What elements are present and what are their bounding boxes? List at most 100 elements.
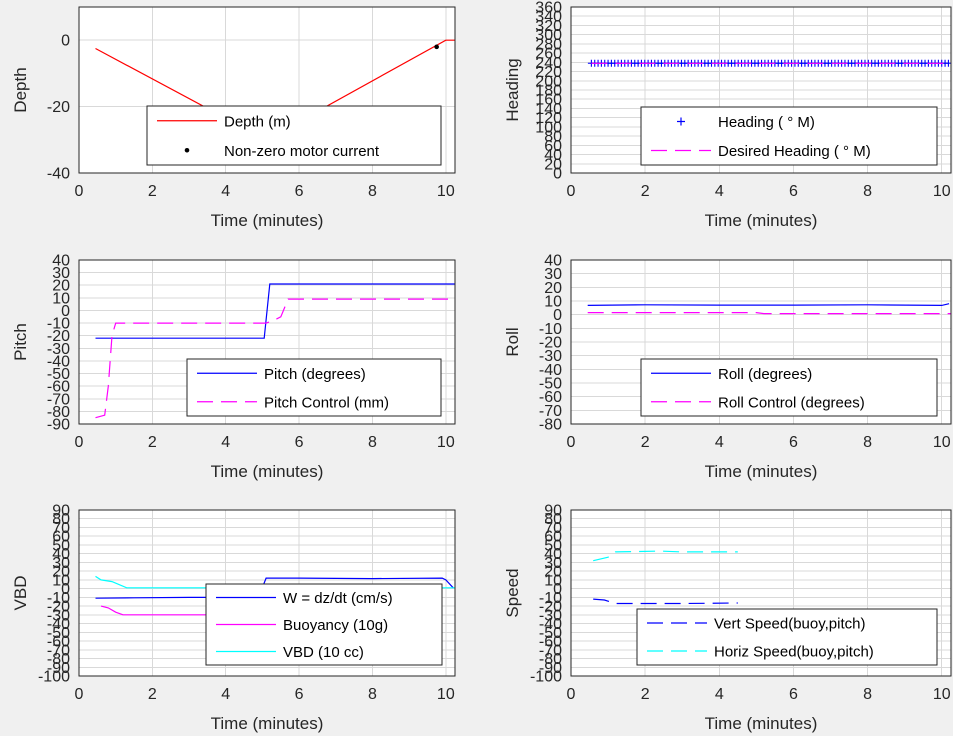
y-tick-label: -50	[539, 376, 562, 393]
x-axis-label: Time (minutes)	[705, 211, 818, 230]
y-axis-label: Roll	[503, 327, 522, 356]
vbd-chart: 0 2 4 6 8 10-100-90-80-70-60-50-40-30-20-1001…	[11, 503, 456, 733]
legend-entry-label: Depth (m)	[224, 113, 291, 130]
y-axis-label: Heading	[503, 58, 522, 121]
y-tick-label: 320	[535, 18, 562, 35]
x-tick-label: 4	[715, 434, 724, 451]
y-tick-label: 10	[52, 290, 70, 307]
y-tick-label: 10	[544, 294, 562, 311]
legend-entry-label: Buoyancy (10g)	[283, 617, 388, 634]
x-tick-label: 6	[789, 434, 798, 451]
y-tick-label: 0	[553, 307, 562, 324]
y-tick-label: -40	[47, 166, 70, 183]
y-tick-label: -50	[47, 625, 70, 642]
y-tick-label: -30	[47, 607, 70, 624]
y-tick-label: -80	[539, 417, 562, 434]
x-tick-label: 2	[148, 686, 157, 703]
axes-frame	[570, 509, 952, 677]
y-tick-label: 200	[535, 73, 562, 90]
y-tick-label: -60	[539, 389, 562, 406]
y-tick-label: -20	[539, 599, 562, 616]
legend-entry-label: Pitch Control (mm)	[264, 394, 389, 411]
roll-series-0-line	[587, 303, 950, 307]
y-tick-label: 60	[544, 138, 562, 155]
y-tick-label: -70	[47, 391, 70, 408]
legend-entry-label: Pitch (degrees)	[264, 366, 366, 383]
y-tick-label: -40	[47, 616, 70, 633]
speed-series-0-line	[593, 598, 738, 605]
legend-entry-label: Non-zero motor current	[224, 143, 380, 160]
y-tick-label: -70	[539, 403, 562, 420]
y-tick-label: 360	[535, 0, 562, 17]
y-tick-label: -20	[47, 328, 70, 345]
y-tick-label: 80	[544, 511, 562, 528]
y-axis-label: Depth	[11, 67, 30, 112]
depth-series-1-point	[434, 44, 439, 50]
legend-entry-label: Roll (degrees)	[718, 366, 812, 383]
y-tick-label: -30	[539, 348, 562, 365]
roll-legend: Roll (degrees) Roll Control (degrees)	[640, 358, 938, 417]
y-axis-label: VBD	[11, 576, 30, 611]
y-axis-label: Pitch	[11, 323, 30, 361]
x-tick-label: 4	[715, 686, 724, 703]
y-tick-label: 10	[544, 572, 562, 589]
y-tick-label: 100	[535, 119, 562, 136]
legend-entry-label: Roll Control (degrees)	[718, 394, 865, 411]
y-tick-label: -10	[47, 590, 70, 607]
legend-entry-label: VBD (10 cc)	[283, 644, 364, 661]
y-axis-label: Speed	[503, 568, 522, 617]
x-tick-label: 0	[567, 183, 576, 200]
axes-frame	[570, 259, 952, 425]
speed-series-1-line	[593, 550, 738, 562]
y-tick-label: 0	[61, 581, 70, 598]
y-tick-label: 40	[544, 546, 562, 563]
y-tick-label: 30	[544, 555, 562, 572]
y-tick-label: -70	[47, 642, 70, 659]
y-tick-label: 50	[544, 537, 562, 554]
x-tick-label: 0	[75, 183, 84, 200]
y-tick-label: 0	[61, 303, 70, 320]
y-tick-label: 10	[52, 572, 70, 589]
y-tick-label: 240	[535, 55, 562, 72]
depth-series-0-line	[95, 39, 455, 141]
vbd-series-1-line	[100, 605, 252, 616]
legend-swatch	[677, 117, 685, 126]
y-tick-label: 20	[52, 564, 70, 581]
x-tick-label: 8	[863, 183, 872, 200]
y-tick-label: 30	[544, 266, 562, 283]
legend-entry-label: Horiz Speed(buoy,pitch)	[714, 644, 874, 661]
y-tick-label: -90	[539, 660, 562, 677]
pitch-series-0-line	[95, 283, 455, 339]
x-tick-label: 4	[221, 434, 230, 451]
y-tick-label: -80	[47, 404, 70, 421]
y-tick-label: 50	[52, 537, 70, 554]
roll-chart: 0 2 4 6 8 10-80-70-60-50-40-30-20-10010203040…	[503, 253, 952, 481]
x-tick-label: 8	[368, 183, 377, 200]
x-tick-label: 6	[295, 183, 304, 200]
y-tick-label: -90	[47, 660, 70, 677]
x-tick-label: 10	[933, 434, 951, 451]
y-tick-label: -80	[539, 651, 562, 668]
y-tick-label: 260	[535, 46, 562, 63]
y-tick-label: 70	[52, 520, 70, 537]
axes-frame	[78, 509, 456, 677]
x-tick-label: 10	[933, 686, 951, 703]
x-tick-label: 0	[567, 434, 576, 451]
y-tick-label: 160	[535, 92, 562, 109]
x-tick-label: 8	[863, 686, 872, 703]
x-tick-label: 6	[789, 686, 798, 703]
y-tick-label: 40	[52, 546, 70, 563]
pitch-chart: 0 2 4 6 8 10-90-80-70-60-50-40-30-20-10010203…	[11, 253, 456, 481]
legend-box	[640, 358, 938, 417]
legend-entry-label: W = dz/dt (cm/s)	[283, 590, 393, 607]
y-tick-label: 0	[553, 166, 562, 183]
y-tick-label: -40	[539, 362, 562, 379]
vbd-series-0-line	[95, 577, 454, 599]
legend-box	[640, 106, 938, 166]
y-tick-label: 0	[553, 581, 562, 598]
x-tick-label: 2	[148, 183, 157, 200]
y-tick-label: 40	[544, 147, 562, 164]
x-tick-label: 6	[295, 686, 304, 703]
y-tick-label: 0	[61, 33, 70, 50]
